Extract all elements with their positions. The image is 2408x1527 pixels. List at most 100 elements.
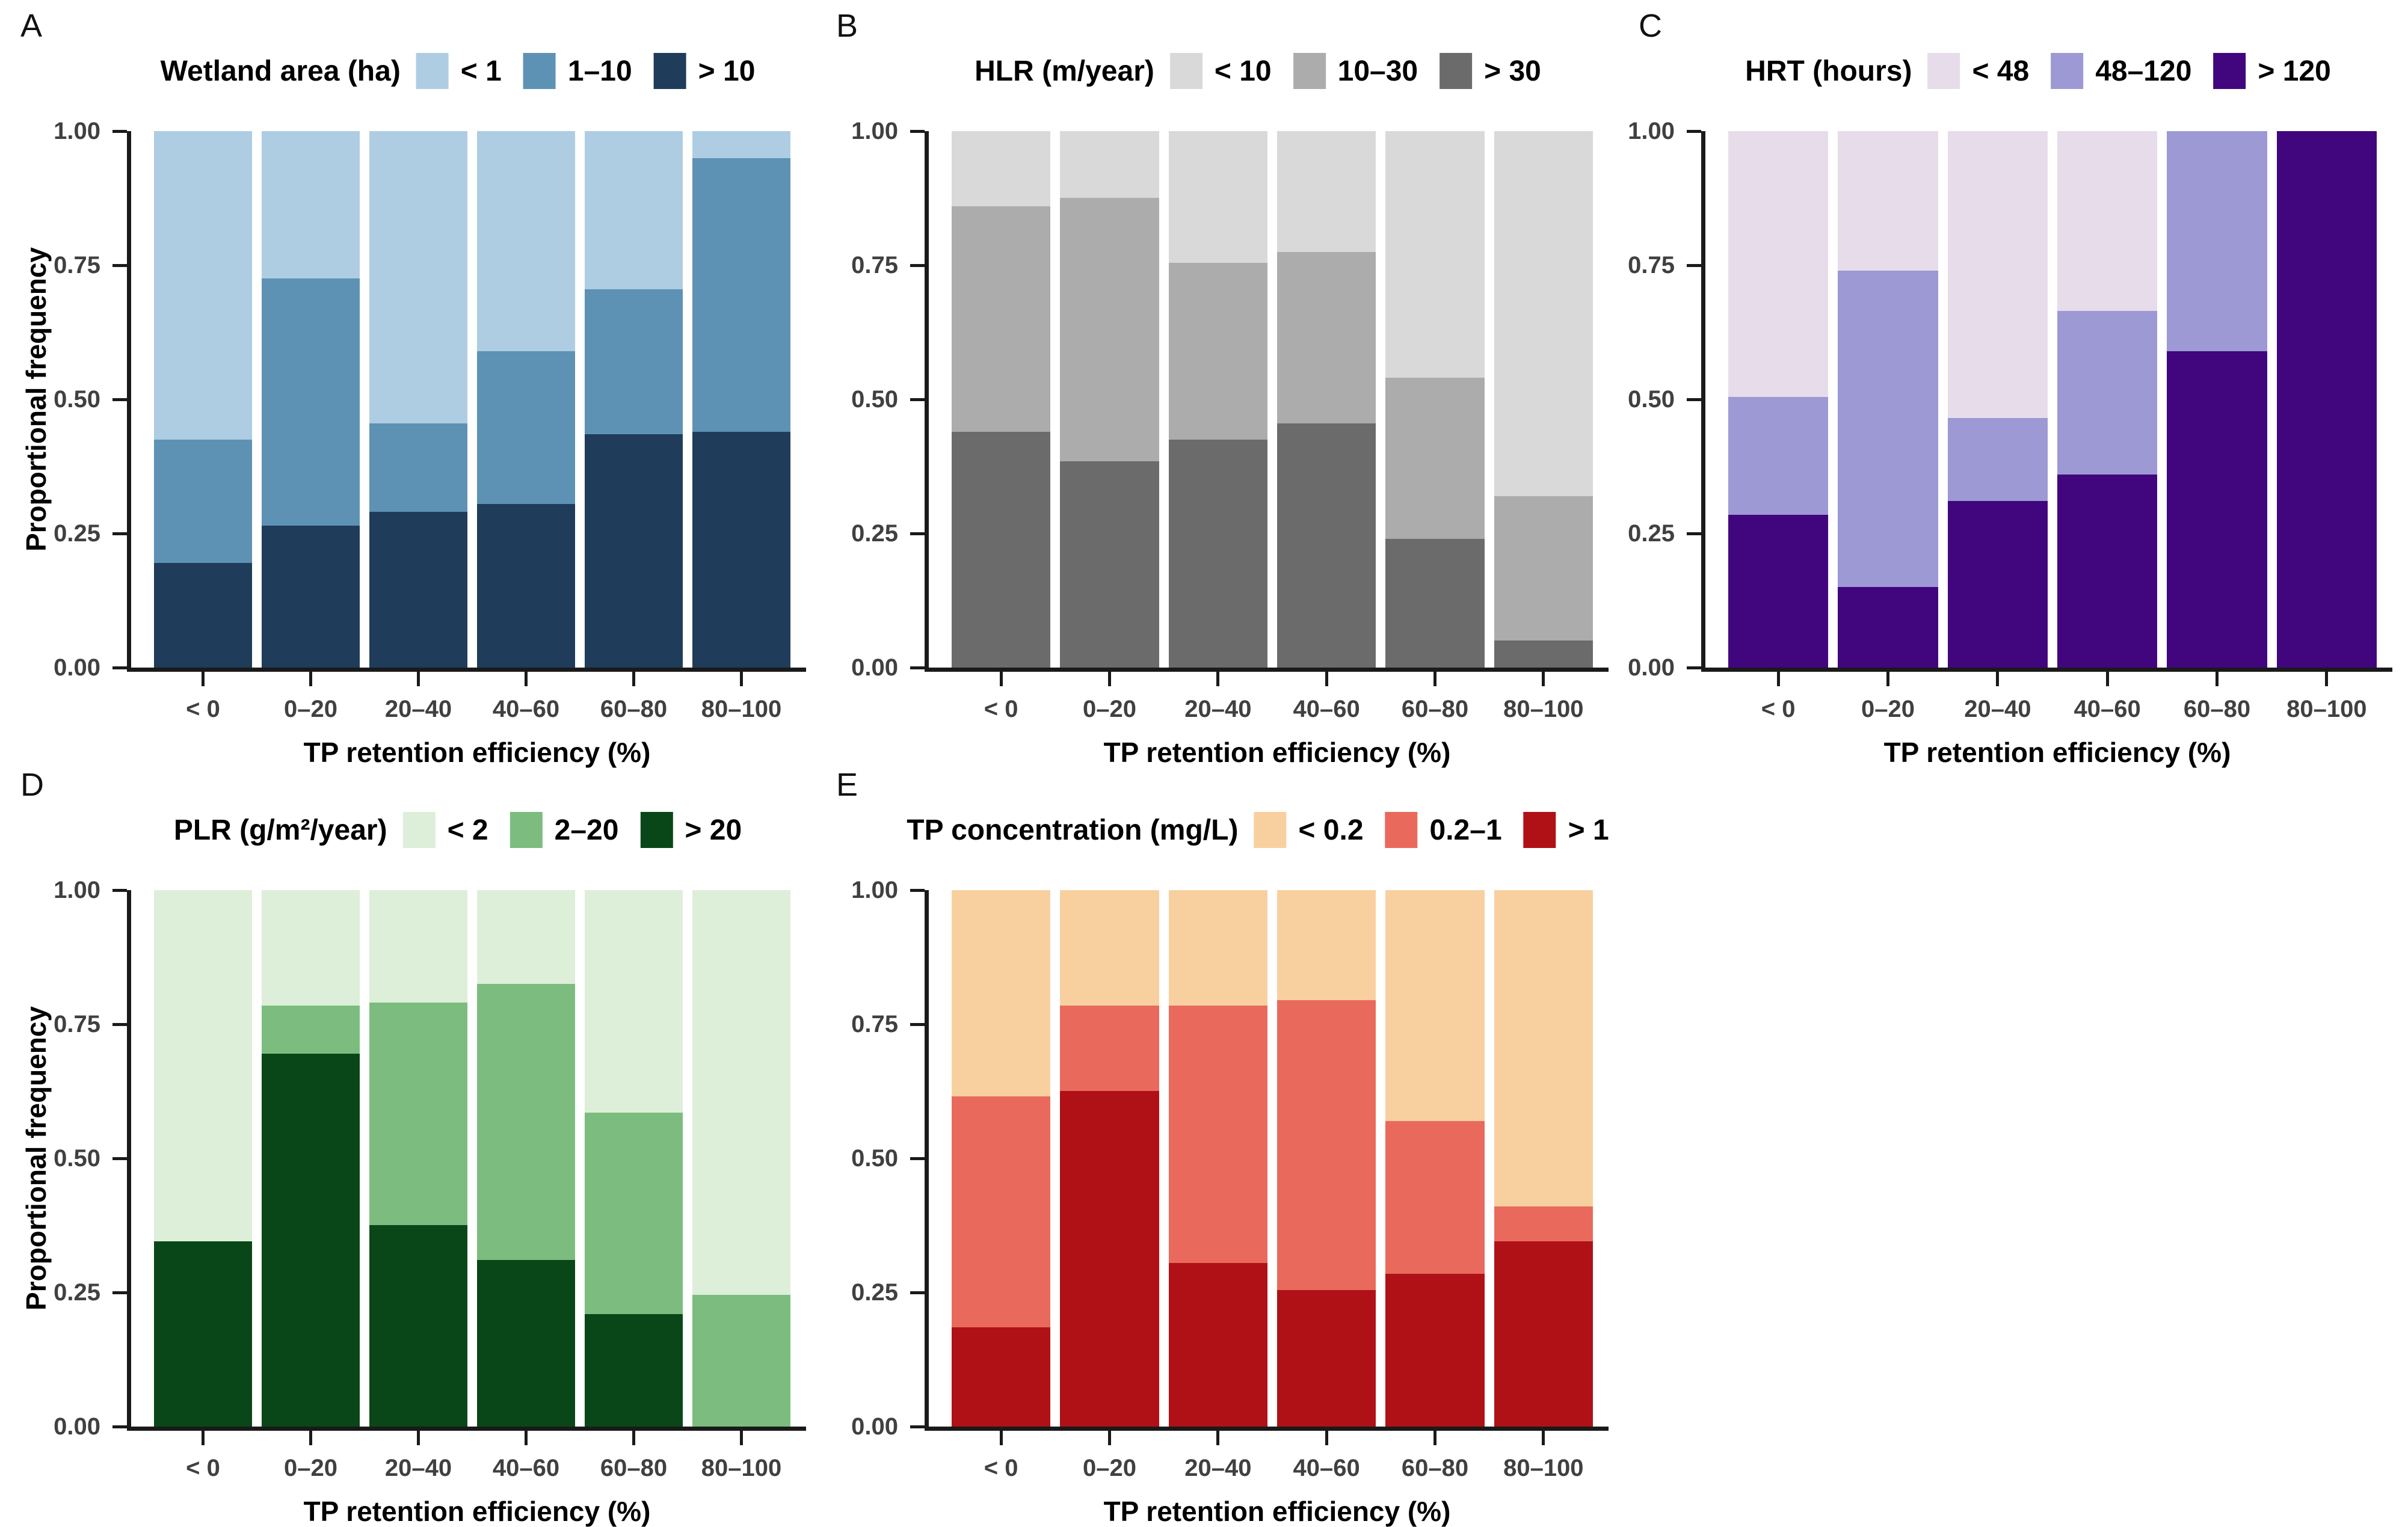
y-tick-label: 0.50	[1628, 386, 1675, 413]
legend-item: < 1	[416, 53, 502, 89]
x-tick-label: < 0	[1761, 696, 1796, 722]
x-tick-label: 20–40	[384, 1455, 452, 1481]
x-tick-mark	[632, 672, 635, 686]
legend-label: > 120	[2258, 55, 2331, 87]
x-tick-mark	[2105, 672, 2109, 686]
bar-segment	[154, 131, 252, 440]
bar-< 0	[154, 131, 252, 668]
x-tick-label: 20–40	[1184, 1455, 1252, 1481]
y-tick-mark	[112, 666, 127, 669]
legend-A: Wetland area (ha) < 1 1–10 > 10	[161, 53, 777, 89]
bar-segment	[585, 1314, 683, 1427]
bar-segment	[1494, 131, 1593, 496]
y-tick-mark	[1687, 532, 1701, 535]
legend-label: 10–30	[1337, 55, 1418, 87]
x-tick-label: 40–60	[1293, 696, 1360, 722]
bar-segment	[2276, 131, 2377, 668]
legend-title: HLR (m/year)	[975, 55, 1154, 87]
bar-segment	[1728, 515, 1829, 668]
x-tick-mark	[1542, 1431, 1545, 1445]
legend-label: 1–10	[567, 55, 632, 87]
legend-item: 10–30	[1293, 53, 1418, 89]
bar-80–100	[2276, 131, 2377, 668]
x-tick-mark	[1542, 672, 1545, 686]
y-tick-mark	[112, 263, 127, 267]
x-tick-mark	[202, 672, 205, 686]
y-tick-label: 0.75	[54, 252, 100, 278]
x-tick-mark	[417, 1431, 420, 1445]
y-tick-label: 0.50	[54, 386, 100, 413]
legend-item: 48–120	[2051, 53, 2191, 89]
x-tick-mark	[1325, 672, 1328, 686]
y-tick-label: 0.00	[851, 654, 898, 681]
x-tick-label: 0–20	[1861, 696, 1915, 722]
panel-label-C: C	[1639, 8, 1662, 44]
legend-swatch-3	[2213, 53, 2246, 89]
x-tick-label: 80–100	[2286, 696, 2367, 722]
bar-40–60	[2057, 131, 2158, 668]
y-tick-label: 0.25	[851, 1279, 898, 1306]
y-axis-line	[127, 131, 131, 672]
bar-segment	[585, 289, 683, 434]
legend-item: > 120	[2213, 53, 2331, 89]
x-tick-label: 20–40	[1184, 696, 1252, 722]
bar-segment	[1168, 131, 1267, 263]
bar-segment	[1947, 418, 2048, 501]
y-tick-label: 1.00	[54, 877, 100, 903]
y-tick-mark	[910, 532, 925, 535]
x-axis-title: TP retention efficiency (%)	[303, 737, 651, 768]
panel-label-E: E	[836, 767, 858, 803]
bar-segment	[952, 890, 1051, 1096]
bar-segment	[369, 1225, 467, 1427]
y-tick-mark	[1687, 666, 1701, 669]
legend-title: HRT (hours)	[1745, 55, 1912, 87]
bar-segment	[477, 351, 575, 504]
bar-segment	[1168, 890, 1267, 1006]
legend-item: < 0.2	[1254, 812, 1364, 848]
bar-segment	[477, 890, 575, 984]
bar-segment	[1494, 641, 1593, 668]
y-tick-mark	[112, 398, 127, 401]
x-tick-label: < 0	[186, 696, 220, 722]
bar-60–80	[585, 890, 683, 1427]
y-tick-label: 1.00	[1628, 118, 1675, 144]
bar-0–20	[262, 890, 360, 1427]
legend-title: PLR (g/m²/year)	[173, 814, 387, 846]
x-tick-mark	[740, 1431, 743, 1445]
bar-segment	[1838, 131, 1938, 271]
legend-item: < 10	[1169, 53, 1272, 89]
bar-20–40	[369, 131, 467, 668]
y-tick-mark	[112, 532, 127, 535]
bar-60–80	[2167, 131, 2267, 668]
legend-swatch-3	[640, 812, 673, 848]
bar-segment	[952, 1096, 1051, 1327]
bar-segment	[477, 131, 575, 351]
x-tick-label: 60–80	[2183, 696, 2251, 722]
y-tick-label: 0.75	[54, 1011, 100, 1037]
y-tick-label: 0.00	[1628, 654, 1675, 681]
legend-item: > 1	[1523, 812, 1609, 848]
legend-swatch-3	[1440, 53, 1473, 89]
bar-< 0	[1728, 131, 1829, 668]
legend-label: > 1	[1568, 814, 1609, 846]
bar-< 0	[952, 131, 1051, 668]
bar-segment	[1385, 378, 1485, 539]
y-tick-mark	[1687, 129, 1701, 133]
x-axis-title: TP retention efficiency (%)	[1883, 737, 2231, 768]
panel-label-A: A	[20, 8, 43, 44]
legend-C: HRT (hours) < 48 48–120 > 120	[1745, 53, 2353, 89]
y-tick-label: 0.25	[54, 520, 100, 547]
legend-item: 1–10	[523, 53, 632, 89]
bar-segment	[1060, 461, 1159, 668]
bar-segment	[692, 432, 790, 668]
bar-< 0	[952, 890, 1051, 1427]
y-tick-label: 0.00	[54, 654, 100, 681]
x-tick-mark	[1433, 1431, 1436, 1445]
legend-swatch-1	[1927, 53, 1960, 89]
bar-segment	[692, 131, 790, 158]
legend-label: > 20	[685, 814, 742, 846]
y-tick-mark	[910, 888, 925, 892]
x-tick-label: < 0	[984, 1455, 1018, 1481]
bar-segment	[692, 890, 790, 1295]
bar-60–80	[1385, 131, 1485, 668]
